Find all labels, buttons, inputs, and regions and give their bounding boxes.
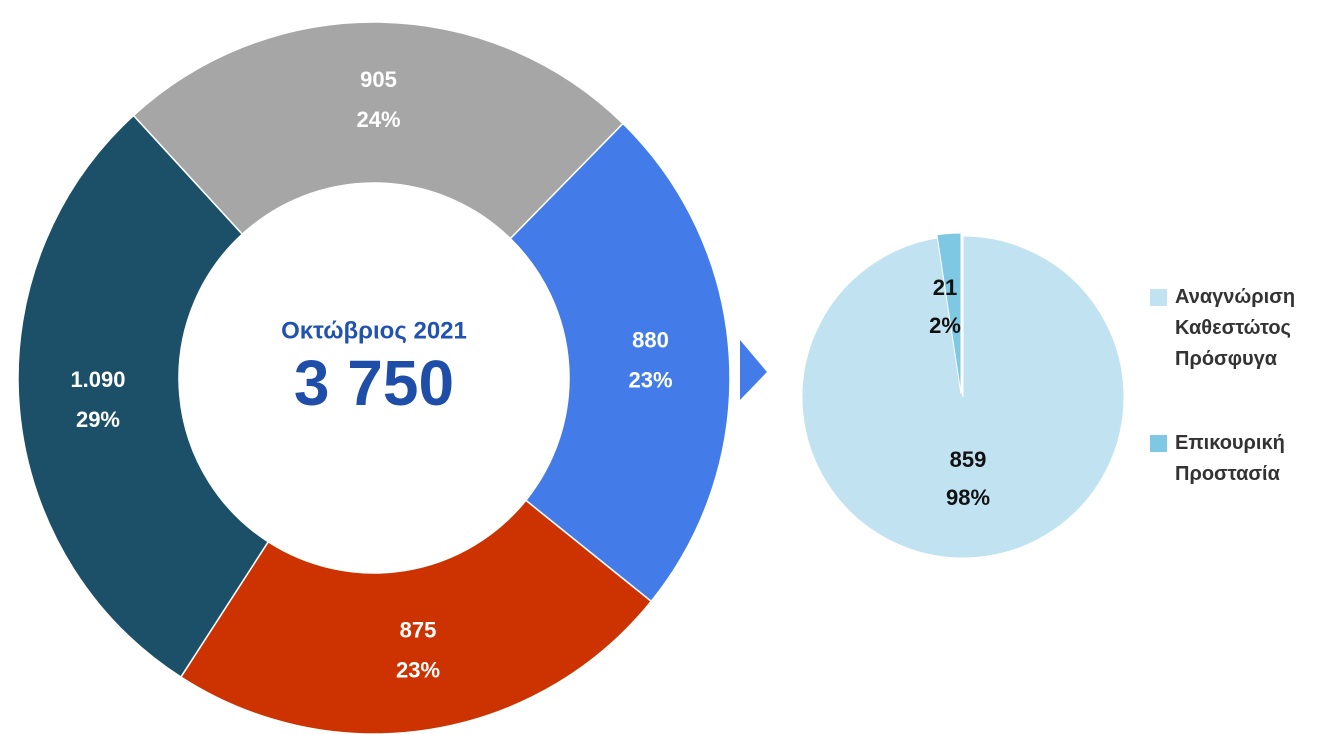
donut-segment — [509, 122, 731, 603]
center-title: Οκτώβριος 2021 — [281, 317, 467, 344]
percent-label: 29% — [76, 407, 120, 432]
value-label: 905 — [360, 67, 397, 92]
legend-label: Επικουρική Προστασία — [1175, 432, 1285, 485]
donut-segment — [17, 114, 270, 679]
value-label: 859 — [950, 447, 987, 472]
pointer — [740, 340, 767, 400]
percent-label: 2% — [929, 313, 961, 338]
value-label: 21 — [933, 275, 957, 300]
legend-label: Αναγνώριση Καθεστώτος Πρόσφυγα — [1175, 286, 1296, 370]
percent-label: 98% — [946, 485, 990, 510]
center-total: 3 750 — [294, 347, 454, 419]
legend-item: Επικουρική Προστασία — [1150, 428, 1300, 490]
legend-swatch — [1150, 435, 1167, 452]
value-label: 1.090 — [70, 367, 125, 392]
donut-segment — [132, 21, 625, 240]
percent-label: 24% — [357, 107, 401, 132]
donut-segment — [179, 499, 653, 734]
pie-slice — [936, 232, 962, 395]
value-label: 880 — [632, 327, 669, 352]
value-label: 875 — [400, 617, 437, 642]
pie-slice — [801, 235, 1125, 559]
legend-swatch — [1150, 289, 1167, 306]
percent-label: 23% — [396, 657, 440, 682]
percent-label: 23% — [628, 367, 672, 392]
legend-item: Αναγνώριση Καθεστώτος Πρόσφυγα — [1150, 282, 1300, 375]
